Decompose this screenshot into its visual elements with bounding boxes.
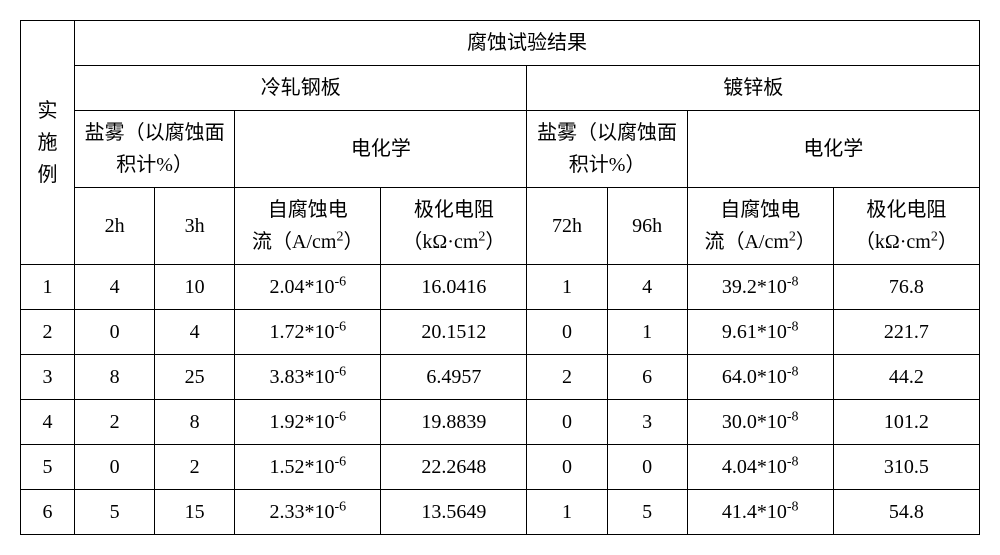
cell-b3: 64.0*10-8 [687, 355, 833, 400]
cell-b1: 1 [527, 490, 607, 535]
corrosion-results-table: 实 施 例 腐蚀试验结果 冷轧钢板 镀锌板 盐雾（以腐蚀面积计%） 电化学 盐雾… [20, 20, 980, 535]
header-example-l2: 施 [38, 132, 58, 154]
table-row: 2041.72*10-620.1512019.61*10-8221.7 [21, 310, 980, 355]
cell-n: 5 [21, 445, 75, 490]
cell-b1: 1 [527, 265, 607, 310]
header-b-t1: 72h [527, 188, 607, 265]
cell-b3: 41.4*10-8 [687, 490, 833, 535]
cell-b2: 3 [607, 400, 687, 445]
header-b-t2: 96h [607, 188, 687, 265]
header-group-a: 冷轧钢板 [75, 66, 527, 111]
cell-a2: 2 [155, 445, 235, 490]
cell-b3: 39.2*10-8 [687, 265, 833, 310]
cell-a4: 13.5649 [381, 490, 527, 535]
cell-a1: 0 [75, 445, 155, 490]
cell-b4: 221.7 [833, 310, 979, 355]
cell-n: 3 [21, 355, 75, 400]
cell-b3: 30.0*10-8 [687, 400, 833, 445]
header-a-t1: 2h [75, 188, 155, 265]
header-echem-a: 电化学 [235, 111, 527, 188]
cell-a1: 8 [75, 355, 155, 400]
cell-a3: 2.04*10-6 [235, 265, 381, 310]
header-salt-b: 盐雾（以腐蚀面积计%） [527, 111, 687, 188]
cell-b4: 54.8 [833, 490, 979, 535]
cell-a1: 0 [75, 310, 155, 355]
cell-b1: 0 [527, 310, 607, 355]
cell-b2: 0 [607, 445, 687, 490]
cell-b4: 310.5 [833, 445, 979, 490]
header-a-t2: 3h [155, 188, 235, 265]
table-row: 4281.92*10-619.88390330.0*10-8101.2 [21, 400, 980, 445]
cell-n: 6 [21, 490, 75, 535]
header-main: 腐蚀试验结果 [75, 21, 980, 66]
cell-b2: 1 [607, 310, 687, 355]
cell-a4: 22.2648 [381, 445, 527, 490]
cell-b4: 44.2 [833, 355, 979, 400]
cell-a2: 10 [155, 265, 235, 310]
cell-b1: 2 [527, 355, 607, 400]
header-example-l1: 实 [38, 100, 58, 122]
cell-a3: 1.92*10-6 [235, 400, 381, 445]
cell-a3: 2.33*10-6 [235, 490, 381, 535]
table-row: 38253.83*10-66.49572664.0*10-844.2 [21, 355, 980, 400]
cell-n: 1 [21, 265, 75, 310]
table-row: 14102.04*10-616.04161439.2*10-876.8 [21, 265, 980, 310]
cell-a2: 15 [155, 490, 235, 535]
cell-b2: 4 [607, 265, 687, 310]
cell-a1: 4 [75, 265, 155, 310]
header-example-l3: 例 [38, 164, 58, 186]
cell-a3: 1.72*10-6 [235, 310, 381, 355]
header-b-c1: 自腐蚀电 流（A/cm2） [687, 188, 833, 265]
cell-a3: 3.83*10-6 [235, 355, 381, 400]
table-row: 5021.52*10-622.2648004.04*10-8310.5 [21, 445, 980, 490]
cell-b2: 5 [607, 490, 687, 535]
header-a-c2: 极化电阻 （kΩ·cm2） [381, 188, 527, 265]
table-row: 65152.33*10-613.56491541.4*10-854.8 [21, 490, 980, 535]
cell-a2: 4 [155, 310, 235, 355]
cell-a4: 6.4957 [381, 355, 527, 400]
cell-n: 2 [21, 310, 75, 355]
cell-n: 4 [21, 400, 75, 445]
header-salt-a: 盐雾（以腐蚀面积计%） [75, 111, 235, 188]
cell-a4: 16.0416 [381, 265, 527, 310]
header-echem-b: 电化学 [687, 111, 979, 188]
cell-b3: 4.04*10-8 [687, 445, 833, 490]
cell-b4: 101.2 [833, 400, 979, 445]
cell-a3: 1.52*10-6 [235, 445, 381, 490]
header-b-c2: 极化电阻 （kΩ·cm2） [833, 188, 979, 265]
header-group-b: 镀锌板 [527, 66, 980, 111]
cell-a2: 8 [155, 400, 235, 445]
cell-b4: 76.8 [833, 265, 979, 310]
table-body: 14102.04*10-616.04161439.2*10-876.82041.… [21, 265, 980, 535]
cell-b2: 6 [607, 355, 687, 400]
cell-b1: 0 [527, 445, 607, 490]
cell-b1: 0 [527, 400, 607, 445]
cell-b3: 9.61*10-8 [687, 310, 833, 355]
cell-a4: 20.1512 [381, 310, 527, 355]
header-a-c1: 自腐蚀电 流（A/cm2） [235, 188, 381, 265]
cell-a2: 25 [155, 355, 235, 400]
header-example: 实 施 例 [21, 21, 75, 265]
cell-a1: 5 [75, 490, 155, 535]
cell-a1: 2 [75, 400, 155, 445]
cell-a4: 19.8839 [381, 400, 527, 445]
